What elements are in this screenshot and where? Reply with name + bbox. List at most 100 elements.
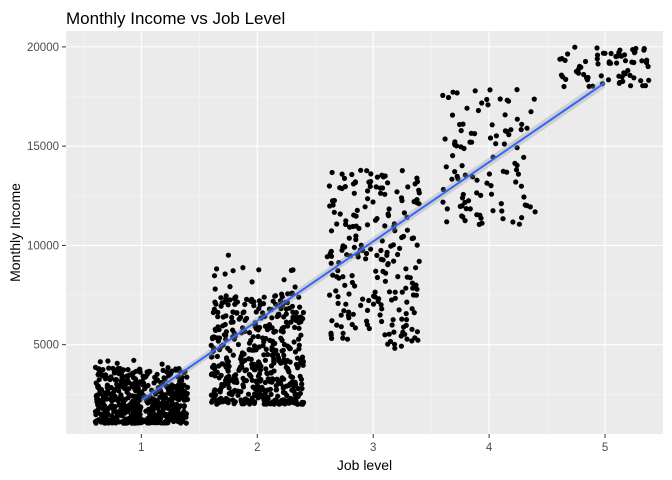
- data-point: [125, 367, 131, 373]
- data-point: [489, 122, 495, 128]
- data-point: [170, 390, 176, 396]
- data-point: [397, 245, 403, 251]
- data-point: [627, 72, 633, 78]
- data-point: [173, 401, 180, 407]
- data-point: [144, 369, 150, 375]
- data-point: [93, 392, 100, 399]
- data-point: [358, 242, 364, 248]
- data-point: [608, 50, 614, 57]
- data-point: [391, 329, 397, 335]
- data-point: [154, 415, 160, 421]
- data-point: [641, 47, 647, 53]
- data-point: [250, 384, 256, 390]
- data-point: [225, 252, 231, 258]
- data-point: [269, 379, 275, 385]
- data-point: [229, 314, 235, 321]
- data-point: [474, 190, 480, 196]
- data-point: [217, 397, 223, 403]
- data-point: [157, 388, 163, 394]
- x-tick-label: 5: [602, 442, 608, 454]
- data-point: [349, 273, 355, 279]
- data-point: [279, 337, 285, 343]
- data-point: [292, 349, 298, 355]
- data-point: [410, 292, 417, 298]
- data-point: [458, 144, 464, 150]
- data-point: [281, 324, 287, 330]
- data-point: [469, 139, 475, 145]
- data-point: [215, 314, 221, 320]
- data-point: [115, 409, 121, 415]
- data-point: [519, 121, 525, 127]
- data-point: [235, 392, 241, 398]
- data-point: [214, 353, 220, 359]
- data-point: [373, 184, 379, 190]
- data-point: [293, 315, 299, 321]
- data-point: [253, 378, 259, 384]
- data-point: [364, 307, 371, 313]
- data-point: [371, 293, 377, 299]
- data-point: [261, 294, 267, 300]
- data-point: [273, 387, 280, 393]
- data-point: [93, 380, 99, 386]
- data-point: [490, 208, 496, 214]
- data-point: [285, 323, 291, 329]
- data-point: [464, 105, 470, 111]
- data-point: [257, 394, 263, 400]
- data-point: [339, 171, 345, 177]
- data-point: [334, 221, 340, 227]
- data-point: [403, 322, 409, 328]
- data-point: [115, 385, 121, 391]
- data-point: [488, 191, 495, 197]
- data-point: [219, 300, 225, 306]
- data-point: [143, 408, 149, 414]
- data-point: [297, 304, 303, 310]
- data-point: [215, 309, 221, 315]
- data-point: [366, 325, 372, 332]
- data-point: [246, 371, 252, 378]
- data-point: [96, 385, 102, 392]
- data-point: [343, 221, 349, 227]
- data-point: [518, 127, 524, 133]
- data-point: [275, 393, 281, 399]
- data-point: [289, 380, 295, 386]
- data-point: [633, 45, 639, 52]
- data-point: [638, 78, 644, 84]
- data-point: [414, 286, 420, 292]
- data-point: [330, 272, 336, 278]
- data-point: [282, 390, 288, 396]
- data-point: [631, 75, 637, 81]
- y-axis-title: Monthly Income: [7, 183, 23, 282]
- data-point: [178, 403, 184, 409]
- data-point: [213, 327, 219, 333]
- data-point: [399, 234, 405, 241]
- data-point: [264, 351, 271, 358]
- data-point: [261, 397, 267, 403]
- data-point: [646, 77, 652, 83]
- data-point: [499, 208, 505, 214]
- data-point: [386, 289, 393, 295]
- data-point: [166, 390, 172, 396]
- data-point: [403, 266, 409, 272]
- data-point: [631, 50, 638, 56]
- data-point: [405, 184, 411, 190]
- data-point: [338, 312, 344, 318]
- data-point: [443, 164, 449, 170]
- data-point: [379, 172, 385, 178]
- data-point: [573, 68, 580, 75]
- data-point: [409, 306, 415, 312]
- data-point: [328, 260, 334, 266]
- data-point: [367, 183, 373, 189]
- data-point: [416, 258, 422, 264]
- data-point: [95, 372, 101, 378]
- data-point: [401, 210, 407, 216]
- data-point: [121, 385, 128, 391]
- data-point: [363, 256, 369, 262]
- data-point: [340, 243, 346, 249]
- data-point: [416, 187, 422, 193]
- data-point: [349, 171, 355, 178]
- data-point: [440, 92, 446, 98]
- data-point: [107, 404, 113, 410]
- data-point: [234, 299, 240, 305]
- data-point: [288, 267, 294, 273]
